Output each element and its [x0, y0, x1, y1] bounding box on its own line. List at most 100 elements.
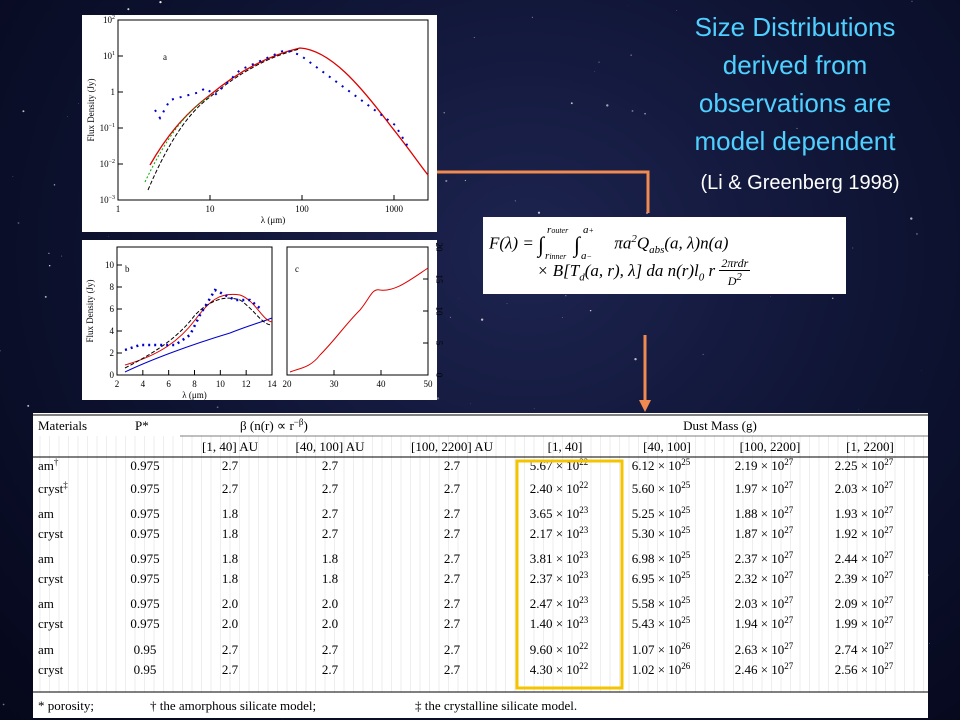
- mass-exponent: 27: [884, 595, 894, 605]
- star: [464, 179, 467, 182]
- dust-mass: 2.03 × 1027: [835, 480, 894, 496]
- material: cryst: [38, 616, 64, 631]
- mass-exponent: 27: [784, 661, 794, 671]
- mass-mantissa: 5.58 × 10: [632, 596, 682, 611]
- dust-mass: 1.40 × 1023: [530, 615, 589, 631]
- mass-exponent: 27: [784, 505, 794, 515]
- star: [480, 318, 484, 321]
- star: [470, 403, 472, 405]
- y-axis-label: Flux Density (Jy): [86, 78, 96, 141]
- mass-mantissa: 2.32 × 10: [735, 571, 785, 586]
- arrow-head: [639, 400, 651, 412]
- x-tick-label: 1: [116, 204, 121, 214]
- sub-header: [1, 40]: [548, 439, 583, 454]
- plot-panel: [82, 15, 437, 232]
- title-line: observations are: [698, 88, 892, 118]
- star: [48, 264, 51, 267]
- dust-mass: 1.99 × 1027: [835, 615, 894, 631]
- formula-text: F(λ) =: [489, 233, 539, 253]
- mass-mantissa: 2.03 × 10: [735, 596, 785, 611]
- star: [0, 350, 1, 352]
- formula-line: × B[Td(a, r), λ] da n(r)l0 r 2πrdr D2: [489, 255, 840, 287]
- beta-value: 2.0: [222, 596, 238, 611]
- mass-mantissa: 5.60 × 10: [632, 481, 682, 496]
- star: [537, 211, 541, 214]
- star: [758, 98, 760, 99]
- mass-mantissa: 2.37 × 10: [530, 571, 580, 586]
- mass-exponent: 27: [884, 661, 894, 671]
- star: [916, 233, 918, 235]
- limit-sub: outer: [551, 225, 569, 235]
- x-axis-label: λ (μm): [182, 390, 206, 400]
- tick-base: 1: [111, 87, 116, 97]
- mass-exponent: 25: [681, 525, 691, 535]
- dust-mass: 1.07 × 1026: [632, 641, 691, 657]
- x-tick-label: 100: [295, 204, 309, 214]
- beta-value: 2.7: [444, 616, 461, 631]
- upper-limit: router: [547, 223, 569, 236]
- title-line: model dependent: [694, 126, 896, 156]
- numerator: 2πrdr: [719, 255, 751, 271]
- porosity: 0.95: [134, 662, 157, 677]
- beta-value: 2.7: [444, 526, 461, 541]
- mass-mantissa: 6.12 × 10: [632, 458, 682, 473]
- dust-mass: 1.87 × 1027: [735, 525, 794, 541]
- table-panel: [33, 413, 928, 718]
- material-name: am: [38, 506, 54, 521]
- material-name: cryst: [38, 526, 64, 541]
- mass-exponent: 27: [884, 525, 894, 535]
- column-header: Dust Mass (g): [683, 418, 757, 433]
- mass-mantissa: 2.63 × 10: [735, 642, 785, 657]
- material: am: [38, 551, 54, 566]
- mass-exponent: 25: [681, 505, 691, 515]
- panel-letter: c: [295, 264, 299, 274]
- footnote-mark: ‡: [63, 480, 68, 490]
- porosity: 0.975: [130, 596, 159, 611]
- beta-value: 1.8: [322, 571, 338, 586]
- mass-mantissa: 2.37 × 10: [735, 551, 785, 566]
- sub-header: [40, 100]: [643, 439, 691, 454]
- dust-mass: 2.56 × 1027: [835, 661, 894, 677]
- panel-letter: b: [125, 264, 130, 274]
- beta-value: 2.0: [322, 616, 338, 631]
- x-axis-label: λ (μm): [261, 215, 285, 225]
- porosity: 0.975: [130, 481, 159, 496]
- lower-limit: rinner: [545, 249, 567, 262]
- porosity: 0.975: [130, 458, 159, 473]
- dust-mass: 1.97 × 1027: [735, 480, 794, 496]
- dust-mass: 2.25 × 1027: [835, 457, 894, 473]
- mass-mantissa: 5.43 × 10: [632, 616, 682, 631]
- mass-mantissa: 2.09 × 10: [835, 596, 885, 611]
- mass-mantissa: 1.94 × 10: [735, 616, 785, 631]
- material-name: cryst: [38, 481, 64, 496]
- header-exp: −β: [294, 417, 304, 427]
- x-tick-label: 6: [166, 379, 171, 389]
- y-tick-label: 20: [434, 243, 444, 253]
- dust-mass: 1.93 × 1027: [835, 505, 894, 521]
- mass-exponent: 23: [579, 525, 589, 535]
- star: [631, 110, 634, 112]
- formula: F(λ) = ∫ router rinner ∫ a+ a− πa2Qabs(a, λ)n…: [483, 217, 846, 294]
- column-header: P*: [135, 418, 149, 433]
- star: [570, 102, 573, 105]
- beta-value: 2.7: [322, 506, 339, 521]
- porosity: 0.975: [130, 616, 159, 631]
- star: [514, 200, 516, 202]
- star: [676, 10, 677, 11]
- dust-mass: 6.95 × 1025: [632, 570, 691, 586]
- model-curve: [124, 317, 273, 373]
- beta-value: 2.7: [222, 642, 239, 657]
- star: [27, 404, 30, 407]
- beta-value: 2.7: [444, 481, 461, 496]
- mass-mantissa: 6.95 × 10: [632, 571, 682, 586]
- mass-exponent: 26: [681, 661, 691, 671]
- mass-mantissa: 9.60 × 10: [530, 642, 580, 657]
- tick-base: 10: [103, 15, 113, 25]
- integral: ∫ router rinner: [538, 224, 574, 262]
- model-curve: [147, 48, 301, 191]
- x-tick-label: 40: [377, 379, 387, 389]
- star: [594, 71, 596, 72]
- star: [928, 642, 930, 644]
- star: [78, 103, 79, 104]
- dust-mass: 2.19 × 1027: [735, 457, 794, 473]
